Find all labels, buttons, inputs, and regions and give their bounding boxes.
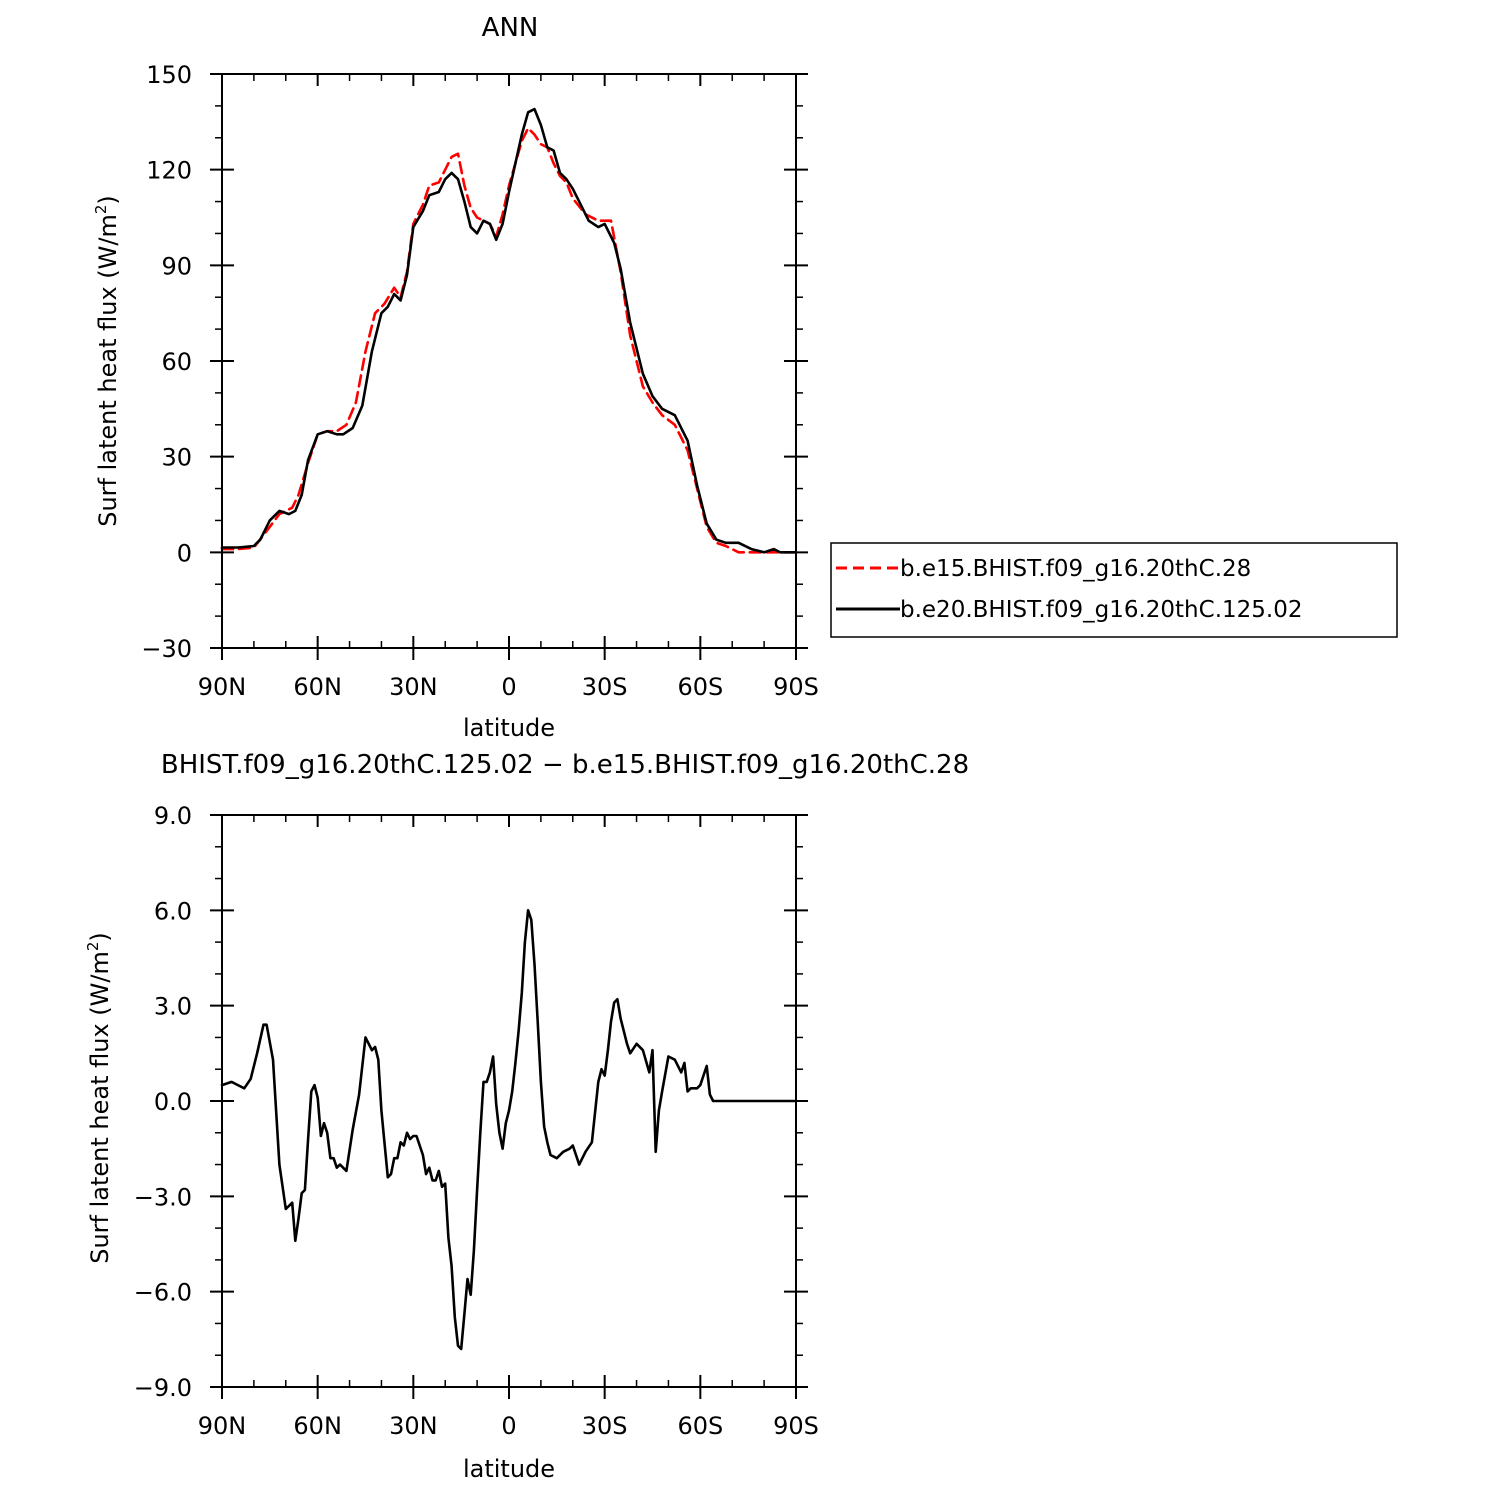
top-y-tick-label: 150: [146, 61, 192, 89]
top-y-tick-label: 0: [177, 539, 192, 567]
bottom-x-tick-label: 90S: [773, 1412, 819, 1440]
top-series-line-1: [220, 107, 798, 554]
top-chart-ylabel: Surf latent heat flux (W/m2): [92, 195, 122, 527]
top-chart-xlabel: latitude: [463, 714, 555, 742]
top-chart-title: ANN: [482, 13, 539, 43]
bottom-y-tick-label: −9.0: [134, 1374, 192, 1402]
bottom-chart: BHIST.f09_g16.20thC.125.02 − b.e15.BHIST…: [84, 750, 969, 1483]
top-y-tick-label: −30: [141, 635, 192, 663]
bottom-y-tick-label: 9.0: [154, 802, 192, 830]
bottom-x-tick-label: 60N: [293, 1412, 342, 1440]
top-y-tick-label: 60: [161, 348, 192, 376]
bottom-y-tick-label: 6.0: [154, 897, 192, 925]
bottom-chart-title: BHIST.f09_g16.20thC.125.02 − b.e15.BHIST…: [161, 750, 969, 780]
top-x-tick-label: 60N: [293, 673, 342, 701]
bottom-x-tick-label: 90N: [198, 1412, 247, 1440]
bottom-y-tick-label: −6.0: [134, 1279, 192, 1307]
bottom-x-tick-label: 0: [501, 1412, 516, 1440]
top-x-tick-label: 0: [501, 673, 516, 701]
top-series-line-0: [220, 126, 798, 554]
top-x-tick-label: 90S: [773, 673, 819, 701]
top-x-tick-label: 90N: [198, 673, 247, 701]
bottom-y-tick-label: −3.0: [134, 1183, 192, 1211]
top-chart: ANN 90N 60N 30N 0 30S 60S 90S−300306090120150 …: [92, 13, 819, 742]
top-y-tick-label: 120: [146, 157, 192, 185]
legend-box: [830, 542, 1398, 638]
bottom-y-tick-label: 3.0: [154, 993, 192, 1021]
bottom-x-tick-label: 30S: [582, 1412, 628, 1440]
legend-label-e20: b.e20.BHIST.f09_g16.20thC.125.02: [900, 597, 1302, 623]
top-x-tick-label: 30S: [582, 673, 628, 701]
bottom-series-line-0: [220, 908, 798, 1351]
top-y-tick-label: 30: [161, 444, 192, 472]
legend-label-e15: b.e15.BHIST.f09_g16.20thC.28: [900, 556, 1251, 582]
top-y-tick-label: 90: [161, 252, 192, 280]
top-x-tick-label: 60S: [677, 673, 723, 701]
top-x-tick-label: 30N: [389, 673, 438, 701]
bottom-chart-xlabel: latitude: [463, 1455, 555, 1483]
bottom-chart-ylabel: Surf latent heat flux (W/m2): [84, 932, 114, 1264]
bottom-x-tick-label: 30N: [389, 1412, 438, 1440]
bottom-y-tick-label: 0.0: [154, 1088, 192, 1116]
bottom-x-tick-label: 60S: [677, 1412, 723, 1440]
legend: b.e15.BHIST.f09_g16.20thC.28 b.e20.BHIST…: [830, 542, 1398, 638]
